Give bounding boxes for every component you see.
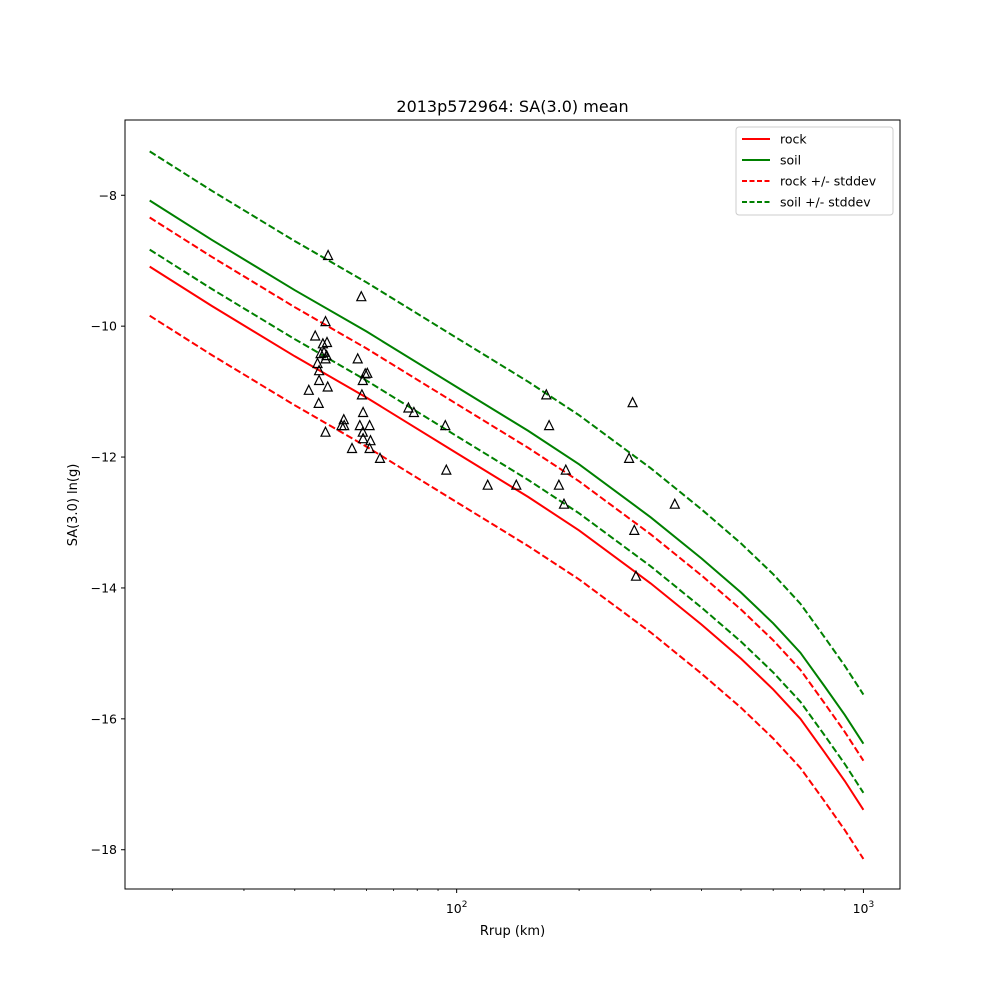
observation-marker	[553, 478, 565, 490]
observation-marker	[357, 425, 369, 437]
y-axis: −8 −10 −12 −14 −16 −18	[91, 188, 125, 857]
series-line-1	[149, 199, 865, 745]
observation-marker	[543, 419, 555, 431]
series-line-stddev-2	[149, 216, 865, 762]
observation-marker	[628, 524, 640, 536]
series-line-stddev-4	[149, 150, 865, 696]
x-axis-label: Rrup (km)	[480, 924, 545, 939]
observation-marker	[320, 352, 331, 364]
observation-marker	[558, 497, 570, 509]
observation-marker	[440, 463, 452, 475]
axes-frame	[124, 119, 901, 890]
observation-marker	[623, 452, 635, 463]
series-line-stddev-3	[149, 314, 865, 860]
observation-marker	[540, 388, 552, 400]
observation-marker	[313, 374, 325, 386]
observation-marker	[560, 463, 572, 475]
observation-marker	[309, 329, 321, 341]
observation-marker	[315, 347, 327, 359]
legend-label: soil +/- stddev	[780, 195, 871, 210]
observation-marker	[322, 249, 334, 261]
observation-marker	[346, 442, 358, 454]
observation-marker	[312, 357, 323, 369]
observation-marker	[303, 383, 315, 395]
legend-label: soil	[780, 153, 801, 168]
chart-title: 2013p572964: SA(3.0) mean	[396, 97, 628, 116]
observation-marker	[402, 401, 414, 413]
observation-marker	[355, 290, 367, 302]
y-tick-label: −18	[91, 842, 117, 857]
observation-marker	[361, 366, 373, 378]
observation-marker	[357, 432, 369, 444]
y-tick-label: −8	[99, 188, 117, 203]
legend-label: rock +/- stddev	[780, 174, 877, 189]
observation-marker	[338, 413, 350, 425]
observation-marker	[317, 337, 329, 349]
observation-marker	[354, 419, 366, 431]
y-axis-label: SA(3.0) ln(g)	[66, 464, 81, 547]
observation-marker	[338, 419, 350, 431]
y-tick-label: −12	[91, 450, 117, 465]
series-line-stddev-5	[149, 248, 865, 794]
observation-marker	[364, 442, 376, 454]
observation-marker	[357, 406, 369, 418]
observation-marker	[510, 478, 522, 490]
observation-marker	[364, 419, 376, 431]
series-line-0	[149, 265, 865, 811]
observation-marker	[439, 419, 451, 431]
observation-marker	[313, 397, 325, 408]
observation-marker	[482, 478, 494, 490]
observation-marker	[321, 336, 333, 348]
legend-box	[735, 126, 894, 216]
legend-label: rock	[780, 132, 807, 147]
observation-marker	[320, 315, 331, 327]
legend: rock soil rock +/- stddev soil +/- stddev	[735, 126, 894, 216]
plot-area	[149, 150, 865, 860]
observation-marker	[320, 425, 331, 437]
observation-marker	[627, 396, 639, 408]
observation-marker	[408, 406, 420, 418]
observation-marker	[669, 497, 681, 509]
observation-marker	[630, 569, 642, 581]
y-tick-label: −10	[91, 319, 117, 334]
observation-marker	[357, 374, 369, 386]
observation-marker	[374, 452, 386, 463]
observation-marker	[356, 388, 368, 400]
y-tick-label: −16	[91, 711, 117, 726]
observation-marker	[352, 352, 364, 364]
observation-marker	[322, 380, 334, 392]
y-tick-label: −14	[91, 580, 117, 595]
